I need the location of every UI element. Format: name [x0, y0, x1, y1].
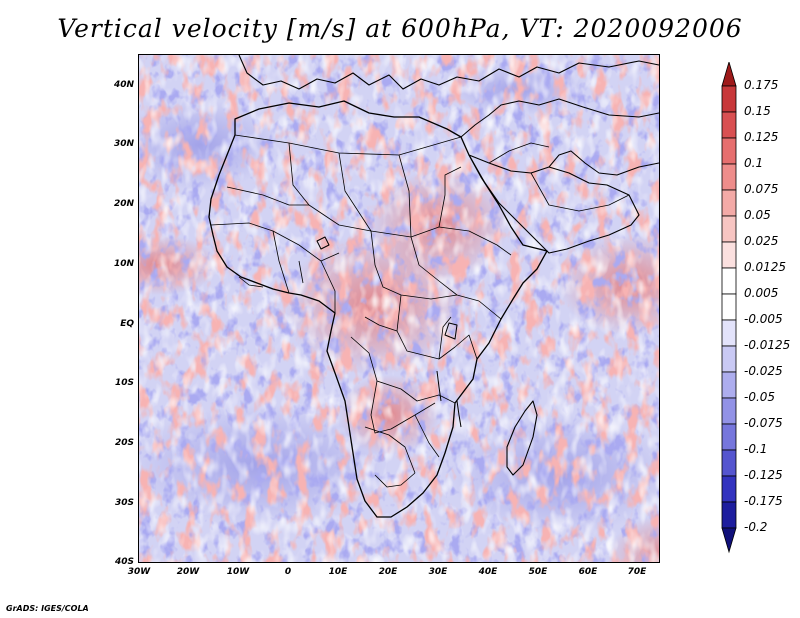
lon-label-30w: 30W	[127, 567, 151, 577]
lat-label-40s: 40S	[114, 557, 134, 567]
lat-label-10n: 10N	[113, 259, 134, 269]
grads-credit: GrADS: IGES/COLA	[6, 604, 89, 613]
colorbar-swatch	[721, 345, 737, 373]
colorbar-swatch	[721, 241, 737, 269]
lake-chad-outline	[316, 236, 330, 250]
lat-label-40n: 40N	[113, 80, 134, 90]
colorbar-swatch	[721, 319, 737, 347]
colorbar-tick-label: 0.0125	[744, 260, 786, 274]
field-white-streaks	[139, 55, 659, 562]
colorbar-swatch	[721, 137, 737, 165]
colorbar-tick-label: 0.1	[744, 156, 764, 170]
colorbar-bottom-triangle	[721, 527, 737, 554]
lat-label-20s: 20S	[114, 438, 134, 448]
colorbar-tick-label: -0.005	[744, 312, 783, 326]
lon-label-20e: 20E	[378, 567, 398, 577]
colorbar-tick-label: -0.125	[744, 468, 783, 482]
colorbar	[721, 62, 737, 554]
persian-gulf-coastline	[548, 150, 659, 176]
colorbar-swatch	[721, 189, 737, 217]
lake-victoria-outline	[444, 322, 458, 340]
lake-malawi-outline	[456, 400, 462, 428]
colorbar-swatch	[721, 293, 737, 321]
colorbar-swatch	[721, 215, 737, 243]
colorbar-tick-label: 0.075	[744, 182, 779, 196]
lon-label-0: 0	[284, 567, 292, 577]
africa-coastline	[208, 100, 548, 518]
europe-coastline	[238, 55, 659, 90]
colorbar-tick-label: -0.0125	[744, 338, 791, 352]
lon-label-60e: 60E	[578, 567, 598, 577]
colorbar-tick-label: -0.075	[744, 416, 783, 430]
lakes	[316, 236, 462, 428]
colorbar-tick-label: -0.175	[744, 494, 783, 508]
colorbar-tick-label: -0.2	[744, 520, 768, 534]
colorbar-top-triangle	[721, 62, 737, 87]
lon-label-10w: 10W	[226, 567, 250, 577]
lon-label-10e: 10E	[328, 567, 348, 577]
colorbar-swatch	[721, 423, 737, 451]
colorbar-swatch	[721, 501, 737, 529]
colorbar-tick-label: 0.005	[744, 286, 779, 300]
country-borders	[210, 134, 630, 488]
colorbar-tick-label: 0.05	[744, 208, 771, 222]
colorbar-swatch	[721, 111, 737, 139]
colorbar-swatch	[721, 397, 737, 425]
velocity-map	[138, 54, 660, 563]
map-canvas	[139, 55, 659, 562]
madagascar-coastline	[506, 400, 538, 476]
lat-label-eq: EQ	[120, 319, 134, 329]
lon-label-30e: 30E	[428, 567, 448, 577]
colorbar-swatch	[721, 449, 737, 477]
colorbar-swatch	[721, 267, 737, 295]
lon-label-20w: 20W	[176, 567, 200, 577]
colorbar-tick-label: 0.125	[744, 130, 779, 144]
colorbar-swatch	[721, 163, 737, 191]
colorbar-tick-label: -0.1	[744, 442, 768, 456]
colorbar-tick-label: 0.175	[744, 78, 779, 92]
map-outlines	[208, 55, 659, 518]
lon-label-40e: 40E	[478, 567, 498, 577]
lat-label-30n: 30N	[113, 139, 134, 149]
colorbar-swatch	[721, 371, 737, 399]
colorbar-tick-label: -0.025	[744, 364, 783, 378]
colorbar-swatch	[721, 85, 737, 113]
colorbar-tick-label: 0.025	[744, 234, 779, 248]
lat-label-20n: 20N	[113, 199, 134, 209]
map-title: Vertical velocity [m/s] at 600hPa, VT: 2…	[57, 14, 743, 43]
colorbar-tick-label: 0.15	[744, 104, 771, 118]
arabian-peninsula-coastline	[468, 154, 640, 254]
middle-east-coastline	[460, 98, 659, 138]
lat-label-10s: 10S	[114, 378, 134, 388]
lon-label-70e: 70E	[627, 567, 647, 577]
lake-tanganyika-outline	[436, 370, 442, 402]
lat-label-30s: 30S	[114, 498, 134, 508]
colorbar-swatch	[721, 475, 737, 503]
lon-label-50e: 50E	[528, 567, 548, 577]
colorbar-tick-label: -0.05	[744, 390, 776, 404]
